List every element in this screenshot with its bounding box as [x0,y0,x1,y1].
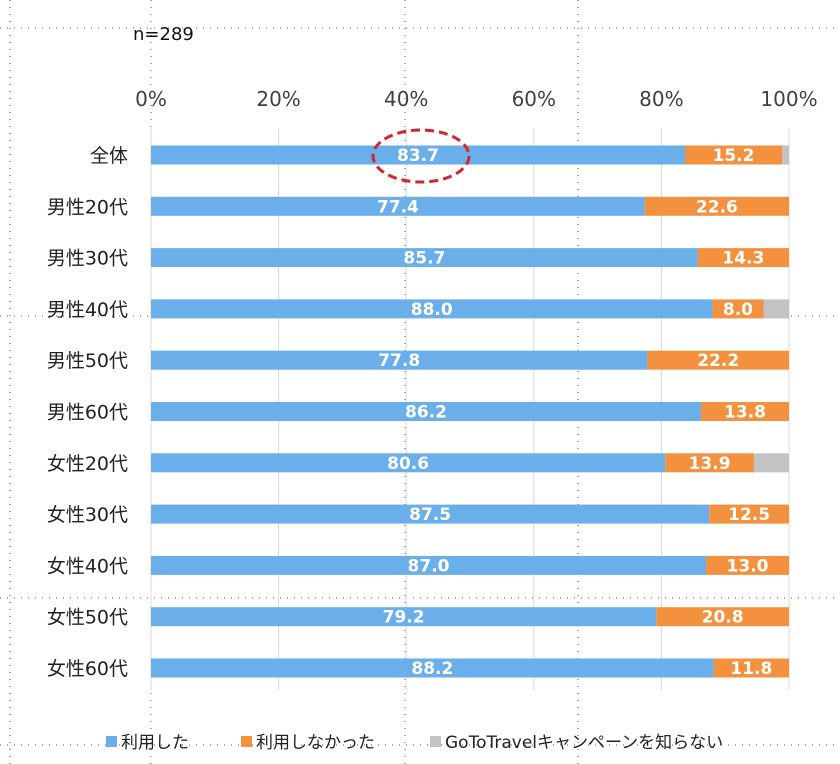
legend-swatch [241,736,252,747]
data-label: 87.0 [408,556,450,576]
data-label: 11.8 [730,659,772,679]
data-label: 83.7 [397,146,439,166]
bar-segment [151,145,686,165]
data-label: 15.2 [713,146,755,166]
bar-segment [151,607,657,627]
data-label: 80.6 [387,454,429,474]
bar-segment [644,196,789,216]
bar-segment [151,658,714,678]
category-label: 男性50代 [47,350,128,372]
data-label: 87.5 [409,505,451,525]
data-label: 13.0 [727,556,769,576]
data-labels: 83.7 15.2 77.4 22.6 85.7 14.3 88.0 8.0 77.8 22.2 8… [377,146,772,679]
y-axis-categories: 全体男性20代男性30代男性40代男性50代男性60代女性20代女性30代女性4… [47,145,128,680]
category-label: 全体 [90,145,128,167]
bar-segment [713,658,789,678]
legend-label: GoToTravelキャンペーンを知らない [445,733,723,753]
bar-segment [647,350,789,370]
x-tick-label: 60% [512,87,556,111]
legend: 利用した 利用しなかった GoToTravelキャンペーンを知らない [106,733,723,753]
bar-segment [151,453,666,473]
bars [151,145,789,678]
bar-segment [151,504,710,524]
x-tick-label: 20% [256,87,300,111]
bar-segment [781,145,789,165]
category-label: 男性60代 [47,402,128,424]
bar-segment [685,145,782,165]
data-label: 79.2 [383,608,425,628]
legend-swatch [106,736,117,747]
bar-segment [151,350,648,370]
bar-segment [763,299,789,319]
bar-segment [706,555,789,575]
bar-segment [151,555,707,575]
category-label: 女性60代 [47,658,128,680]
bar-segment [151,299,713,319]
x-tick-label: 100% [760,87,817,111]
data-label: 77.8 [378,351,420,371]
x-tick-label: 80% [639,87,683,111]
category-label: 女性40代 [47,555,128,577]
data-label: 13.8 [724,403,766,423]
sample-size-label: n=289 [133,24,194,45]
bar-segment [697,248,789,268]
legend-label: 利用しなかった [256,733,375,753]
category-label: 女性30代 [47,504,128,526]
data-label: 20.8 [702,608,744,628]
data-label: 12.5 [728,505,770,525]
category-label: 男性30代 [47,248,128,270]
legend-swatch [430,736,441,747]
data-label: 8.0 [723,300,753,320]
bar-segment [700,402,789,421]
bar-segment [656,607,789,627]
bar-segment [151,402,701,421]
data-label: 22.6 [696,197,738,217]
data-label: 77.4 [377,197,419,217]
bar-segment [712,299,764,319]
data-label: 88.2 [411,659,453,679]
category-label: 男性40代 [47,299,128,321]
category-label: 女性20代 [47,453,128,475]
data-label: 86.2 [405,403,447,423]
bar-segment [665,453,754,473]
data-label: 88.0 [411,300,453,320]
data-label: 85.7 [403,249,445,269]
data-label: 13.9 [689,454,731,474]
category-label: 女性50代 [47,607,128,629]
legend-label: 利用した [121,733,189,753]
x-tick-label: 40% [384,87,428,111]
highlight-circle [371,128,471,184]
bar-segment [753,453,789,473]
bar-segment [151,196,645,216]
data-label: 14.3 [722,249,764,269]
bar-segment [709,504,789,524]
x-tick-label: 0% [135,87,167,111]
category-label: 男性20代 [47,196,128,218]
x-axis-ticks: 0% 20% 40% 60% 80% 100% [135,87,817,111]
bar-segment [151,248,698,268]
data-label: 22.2 [697,351,739,371]
